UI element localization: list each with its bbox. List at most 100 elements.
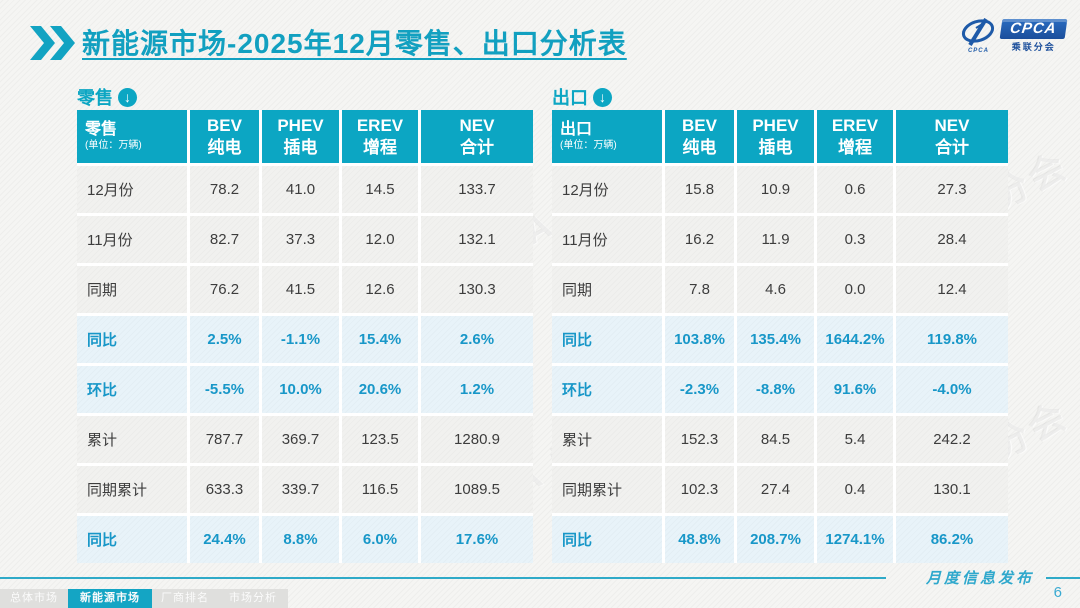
table-cell: -8.8%	[737, 366, 814, 413]
table-cell: 242.2	[896, 416, 1008, 463]
row-label: 同期	[552, 266, 662, 313]
tab-market-analysis[interactable]: 市场分析	[229, 592, 277, 604]
page-title-primary: 新能源市场	[82, 28, 228, 59]
table-cell: 1644.2%	[817, 316, 893, 363]
table-cell: 28.4	[896, 216, 1008, 263]
table-cell: 0.6	[817, 166, 893, 213]
export-corner-cell: 出口 (单位：万辆)	[552, 110, 662, 163]
table-cell: -4.0%	[896, 366, 1008, 413]
table-cell: 2.5%	[190, 316, 259, 363]
table-cell: 12.6	[342, 266, 418, 313]
table-cell: 130.1	[896, 466, 1008, 513]
row-label: 同比	[77, 316, 187, 363]
table-cell: 0.0	[817, 266, 893, 313]
column-header-erev: EREV 增程	[817, 110, 893, 163]
table-cell: 82.7	[190, 216, 259, 263]
row-label: 同期累计	[77, 466, 187, 513]
footer-rule-left	[0, 577, 886, 579]
table-cell: 24.4%	[190, 516, 259, 563]
table-cell: 37.3	[262, 216, 339, 263]
page-number: 6	[1053, 584, 1062, 601]
column-header-erev: EREV 增程	[342, 110, 418, 163]
table-cell: 8.8%	[262, 516, 339, 563]
table-cell: 1.2%	[421, 366, 533, 413]
retail-table-section: 零售 ↓ 零售 (单位：万辆) BEV 纯电 PHEV 插电 EREV 增程 NEV 合…	[77, 84, 533, 563]
table-cell: 119.8%	[896, 316, 1008, 363]
table-cell: 133.7	[421, 166, 533, 213]
table-cell: 208.7%	[737, 516, 814, 563]
table-cell: 15.8	[665, 166, 734, 213]
row-label: 累计	[552, 416, 662, 463]
tab-nev-market[interactable]: 新能源市场	[68, 589, 152, 608]
table-cell: 5.4	[817, 416, 893, 463]
table-cell: 1089.5	[421, 466, 533, 513]
export-section-label: 出口 ↓	[552, 84, 1008, 110]
row-label: 11月份	[77, 216, 187, 263]
table-cell: 91.6%	[817, 366, 893, 413]
row-label: 12月份	[77, 166, 187, 213]
retail-corner-cell: 零售 (单位：万辆)	[77, 110, 187, 163]
table-cell: 12.0	[342, 216, 418, 263]
table-cell: 2.6%	[421, 316, 533, 363]
table-cell: 41.0	[262, 166, 339, 213]
table-cell: 78.2	[190, 166, 259, 213]
table-cell: 152.3	[665, 416, 734, 463]
table-cell: 11.9	[737, 216, 814, 263]
down-arrow-circle-icon: ↓	[118, 87, 137, 107]
column-header-nev: NEV 合计	[896, 110, 1008, 163]
row-label: 同比	[552, 516, 662, 563]
page-title-secondary: -2025年12月零售、出口分析表	[227, 28, 627, 59]
table-cell: 123.5	[342, 416, 418, 463]
footer-tab-bar: 总体市场 新能源市场 厂商排名 市场分析	[0, 589, 288, 608]
table-cell: 102.3	[665, 466, 734, 513]
footer-caption: 月度信息发布	[925, 571, 1034, 587]
table-cell: 6.0%	[342, 516, 418, 563]
tab-overall-market[interactable]: 总体市场	[10, 592, 58, 604]
row-label: 同期	[77, 266, 187, 313]
export-table: 出口 (单位：万辆) BEV 纯电 PHEV 插电 EREV 增程 NEV 合计 12月…	[552, 110, 1008, 563]
table-cell: 103.8%	[665, 316, 734, 363]
row-label: 同比	[77, 516, 187, 563]
down-arrow-circle-icon: ↓	[593, 87, 612, 107]
table-cell: 41.5	[262, 266, 339, 313]
table-cell: 48.8%	[665, 516, 734, 563]
corner-label: 出口	[560, 121, 593, 139]
corner-unit: (单位：万辆)	[85, 140, 142, 152]
column-header-phev: PHEV 插电	[737, 110, 814, 163]
table-cell: 4.6	[737, 266, 814, 313]
table-cell: 130.3	[421, 266, 533, 313]
table-cell: 76.2	[190, 266, 259, 313]
export-section-title: 出口	[552, 88, 588, 108]
table-cell: 7.8	[665, 266, 734, 313]
table-cell: -2.3%	[665, 366, 734, 413]
export-table-section: 出口 ↓ 出口 (单位：万辆) BEV 纯电 PHEV 插电 EREV 增程 NEV 合…	[552, 84, 1008, 563]
tab-manufacturer-ranking[interactable]: 厂商排名	[161, 592, 209, 604]
table-cell: 16.2	[665, 216, 734, 263]
table-cell: 10.9	[737, 166, 814, 213]
table-cell: 132.1	[421, 216, 533, 263]
corner-label: 零售	[85, 121, 118, 139]
retail-section-title: 零售	[77, 88, 113, 108]
table-cell: -1.1%	[262, 316, 339, 363]
row-label: 同比	[552, 316, 662, 363]
corner-unit: (单位：万辆)	[560, 140, 617, 152]
table-cell: 633.3	[190, 466, 259, 513]
table-cell: 27.3	[896, 166, 1008, 213]
table-cell: 84.5	[737, 416, 814, 463]
table-cell: 1274.1%	[817, 516, 893, 563]
table-cell: 12.4	[896, 266, 1008, 313]
cpca-swoosh-caption: CPCA	[967, 48, 989, 54]
table-cell: 0.3	[817, 216, 893, 263]
table-cell: 27.4	[737, 466, 814, 513]
column-header-bev: BEV 纯电	[665, 110, 734, 163]
retail-table: 零售 (单位：万辆) BEV 纯电 PHEV 插电 EREV 增程 NEV 合计 12月…	[77, 110, 533, 563]
column-header-nev: NEV 合计	[421, 110, 533, 163]
table-cell: 339.7	[262, 466, 339, 513]
page-title: 新能源市场-2025年12月零售、出口分析表	[82, 22, 627, 62]
table-cell: 369.7	[262, 416, 339, 463]
retail-section-label: 零售 ↓	[77, 84, 533, 110]
table-cell: 17.6%	[421, 516, 533, 563]
row-label: 环比	[552, 366, 662, 413]
double-chevron-icon	[30, 26, 76, 65]
